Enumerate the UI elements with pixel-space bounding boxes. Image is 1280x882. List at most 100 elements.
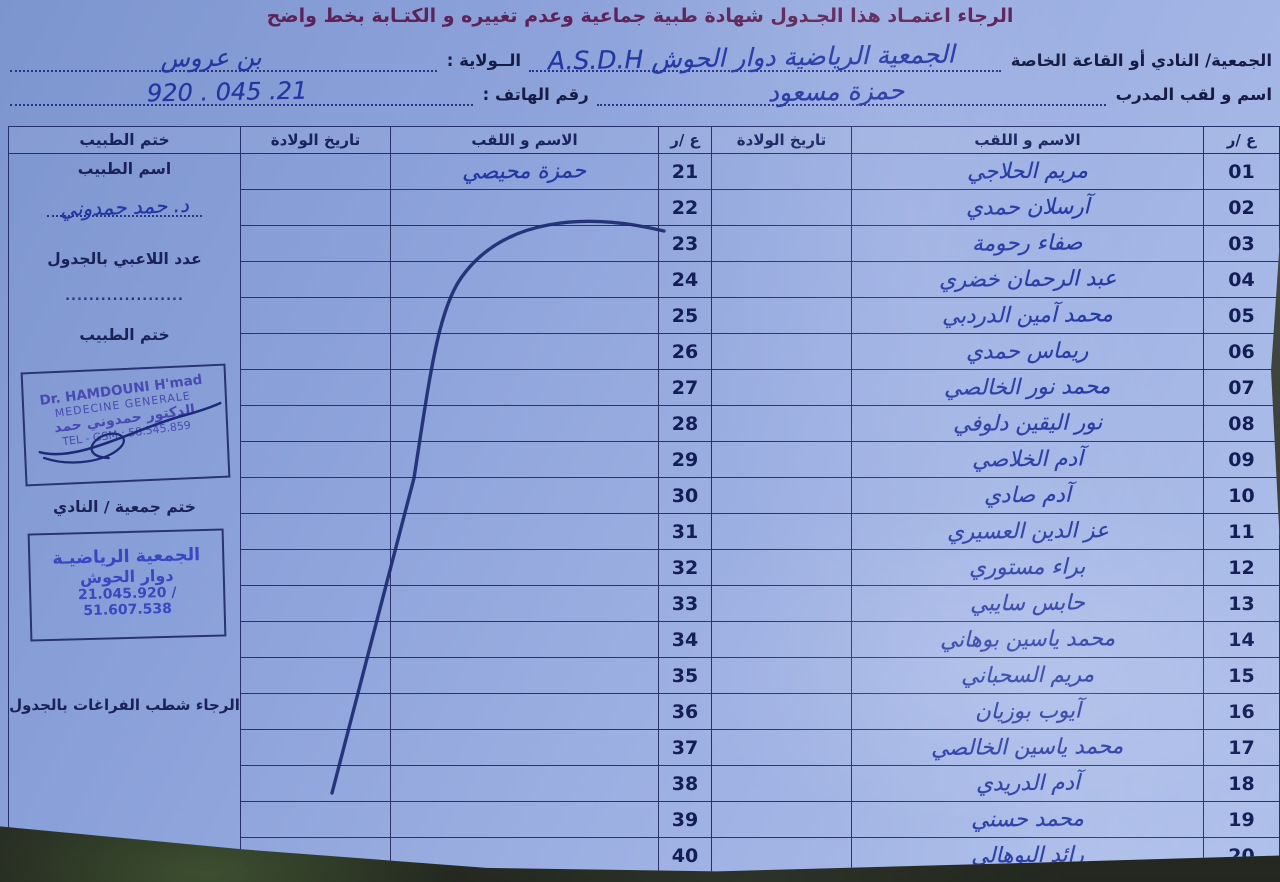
handwritten-name: محمد حسني	[970, 806, 1085, 833]
row-number: 30	[671, 484, 699, 507]
handwritten-name: آدم الدريدي	[975, 770, 1080, 797]
wilaya-handwriting: بن عروس	[159, 43, 262, 73]
table-row: 03 صفاء رحومة	[712, 225, 1279, 261]
table-body: 01 مريم الحلاجي 02 آرسلان حمدي 03 صفاء رحومة 0…	[712, 154, 1279, 872]
dob-cell	[241, 226, 391, 261]
table-row: 21 حمزة محيصي	[241, 154, 711, 189]
handwritten-name: محمد آمين الدردبي	[941, 302, 1114, 329]
player-name-cell	[391, 802, 659, 837]
players-table-21-40: ع /ر الاسم و اللقب تاريخ الولادة 21 حمزة …	[241, 126, 712, 872]
form-row-coach: اسم و لقب المدرب حمزة مسعود رقم الهاتف :…	[6, 74, 1276, 107]
player-name-cell	[391, 406, 659, 441]
player-name-cell	[391, 334, 659, 369]
players-count-label: عدد اللاعبي بالجدول	[47, 250, 202, 268]
doctor-name-field: د. حمد حمدوني	[9, 189, 240, 221]
handwritten-name: صفاء رحومة	[972, 230, 1083, 257]
handwritten-name: محمد ياسين بوهاني	[939, 626, 1116, 653]
handwritten-name: براء مستوري	[969, 554, 1086, 581]
table-row: 18 آدم الدريدي	[712, 765, 1279, 801]
row-number: 07	[1228, 376, 1255, 399]
phone-field: 21. 045 . 920	[10, 74, 473, 107]
player-name-cell: صفاء رحومة	[852, 226, 1204, 261]
dob-cell	[712, 478, 852, 513]
dob-cell	[241, 766, 391, 801]
row-number: 34	[671, 628, 699, 651]
coach-field: حمزة مسعود	[596, 74, 1106, 107]
doctor-name-label: اسم الطبيب	[77, 160, 172, 178]
table-header: ع /ر الاسم و اللقب تاريخ الولادة	[712, 127, 1279, 154]
dob-cell	[712, 334, 852, 369]
row-number: 06	[1228, 340, 1255, 363]
row-number: 20	[1228, 844, 1255, 867]
player-name-cell	[391, 514, 659, 549]
player-name-cell: براء مستوري	[852, 550, 1204, 585]
player-name-cell: مريم الحلاجي	[852, 154, 1204, 189]
dob-cell	[712, 730, 852, 765]
row-number: 33	[671, 592, 699, 615]
table-row: 35	[241, 657, 711, 693]
player-name-cell: محمد ياسين بوهاني	[852, 622, 1204, 657]
table-row: 38	[241, 765, 711, 801]
table-row: 36	[241, 693, 711, 729]
table-row: 17 محمد ياسين الخالصي	[712, 729, 1279, 765]
row-number: 12	[1228, 556, 1255, 579]
row-number: 10	[1228, 484, 1255, 507]
table-row: 40	[241, 837, 711, 872]
row-number: 01	[1228, 160, 1255, 183]
club-stamp: الجمعية الرياضيـة دوار الحوش 21.045.920 …	[27, 528, 227, 642]
player-name-cell: ريماس حمدي	[852, 334, 1204, 369]
table-row: 31	[241, 513, 711, 549]
form-title: الرجاء اعتمـاد هذا الجـدول شهادة طبية جم…	[266, 5, 1014, 27]
dob-cell	[712, 586, 852, 621]
dob-cell	[241, 406, 391, 441]
header-dob: تاريخ الولادة	[241, 127, 391, 153]
player-name-cell	[391, 226, 659, 261]
coach-handwriting: حمزة مسعود	[767, 75, 905, 108]
player-name-cell	[391, 550, 659, 585]
row-number: 14	[1228, 628, 1255, 651]
wilaya-field: بن عروس	[10, 40, 437, 73]
table-row: 24	[241, 261, 711, 297]
player-name-cell	[391, 298, 659, 333]
player-name-cell: محمد ياسين الخالصي	[852, 730, 1204, 765]
row-number: 13	[1228, 592, 1255, 615]
row-number: 23	[671, 232, 699, 255]
club-stamp-label: ختم جمعية / النادي	[53, 498, 196, 516]
coach-label: اسم و لقب المدرب	[1115, 85, 1272, 104]
dob-cell	[712, 514, 852, 549]
form-row-association: الجمعية/ النادي أو القاعة الخاصة الجمعية…	[6, 39, 1276, 76]
dob-cell	[241, 622, 391, 657]
header-num: ع /ر	[1226, 131, 1257, 149]
table-row: 08 نور اليقين دلوفي	[712, 405, 1279, 441]
player-name-cell	[391, 658, 659, 693]
player-name-cell: آدم صادي	[852, 478, 1204, 513]
handwritten-name: نور اليقين دلوفي	[952, 410, 1103, 437]
player-name-cell: عبد الرحمان خضري	[852, 262, 1204, 297]
dob-cell	[712, 766, 852, 801]
dob-cell	[241, 802, 391, 837]
dob-cell	[712, 190, 852, 225]
stamps-sidebar: ختم الطبيب اسم الطبيب د. حمد حمدوني عدد …	[8, 126, 241, 872]
dob-cell	[241, 730, 391, 765]
player-name-cell: محمد نور الخالصي	[852, 370, 1204, 405]
player-name-cell	[391, 262, 659, 297]
table-row: 22	[241, 189, 711, 225]
table-row: 01 مريم الحلاجي	[712, 154, 1279, 189]
table-row: 29	[241, 441, 711, 477]
row-number: 16	[1228, 700, 1255, 723]
player-name-cell: نور اليقين دلوفي	[852, 406, 1204, 441]
header-dob: تاريخ الولادة	[712, 127, 852, 153]
handwritten-name: محمد نور الخالصي	[944, 374, 1111, 401]
player-name-cell	[391, 838, 659, 872]
doctor-name-handwriting: د. حمد حمدوني	[59, 192, 190, 222]
player-name-cell: آرسلان حمدي	[852, 190, 1204, 225]
row-number: 18	[1228, 772, 1255, 795]
players-table-01-20: ع /ر الاسم و اللقب تاريخ الولادة 01 مريم …	[712, 126, 1280, 872]
table-row: 20 رائد البوهالي	[712, 837, 1279, 872]
player-name-cell	[391, 370, 659, 405]
row-number: 04	[1228, 268, 1255, 291]
association-handwriting: الجمعية الرياضية دوار الحوش A.S.D.H	[547, 39, 955, 76]
table-row: 19 محمد حسني	[712, 801, 1279, 837]
handwritten-name: رائد البوهالي	[970, 842, 1085, 869]
dob-cell	[241, 190, 391, 225]
